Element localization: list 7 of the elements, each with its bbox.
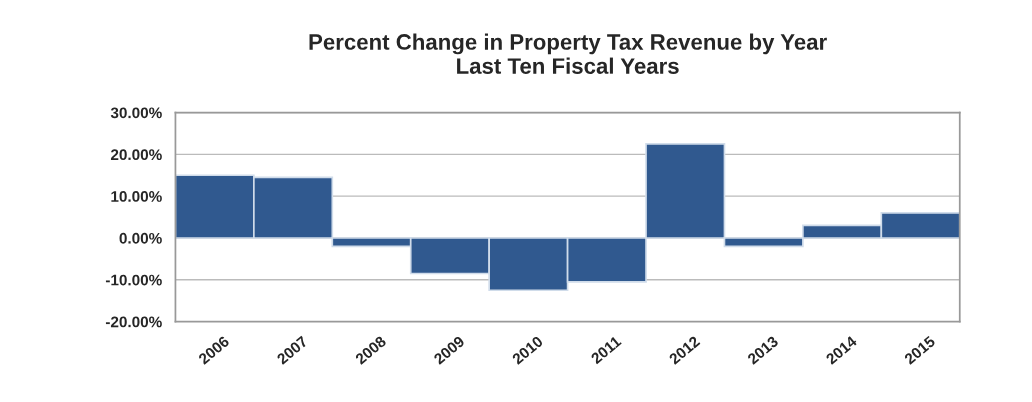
y-tick-label: 0.00% [119,232,162,244]
y-tick-label: -20.00% [105,316,162,328]
y-tick-label: 10.00% [111,191,162,202]
chart-title: Percent Change in Property Tax Revenue by Year Last Ten Fiscal Years [309,33,827,74]
y-tick-label: 30.00% [110,107,162,119]
y-tick-label: 20.00% [110,149,162,161]
y-tick-label: -10.00% [105,274,162,286]
